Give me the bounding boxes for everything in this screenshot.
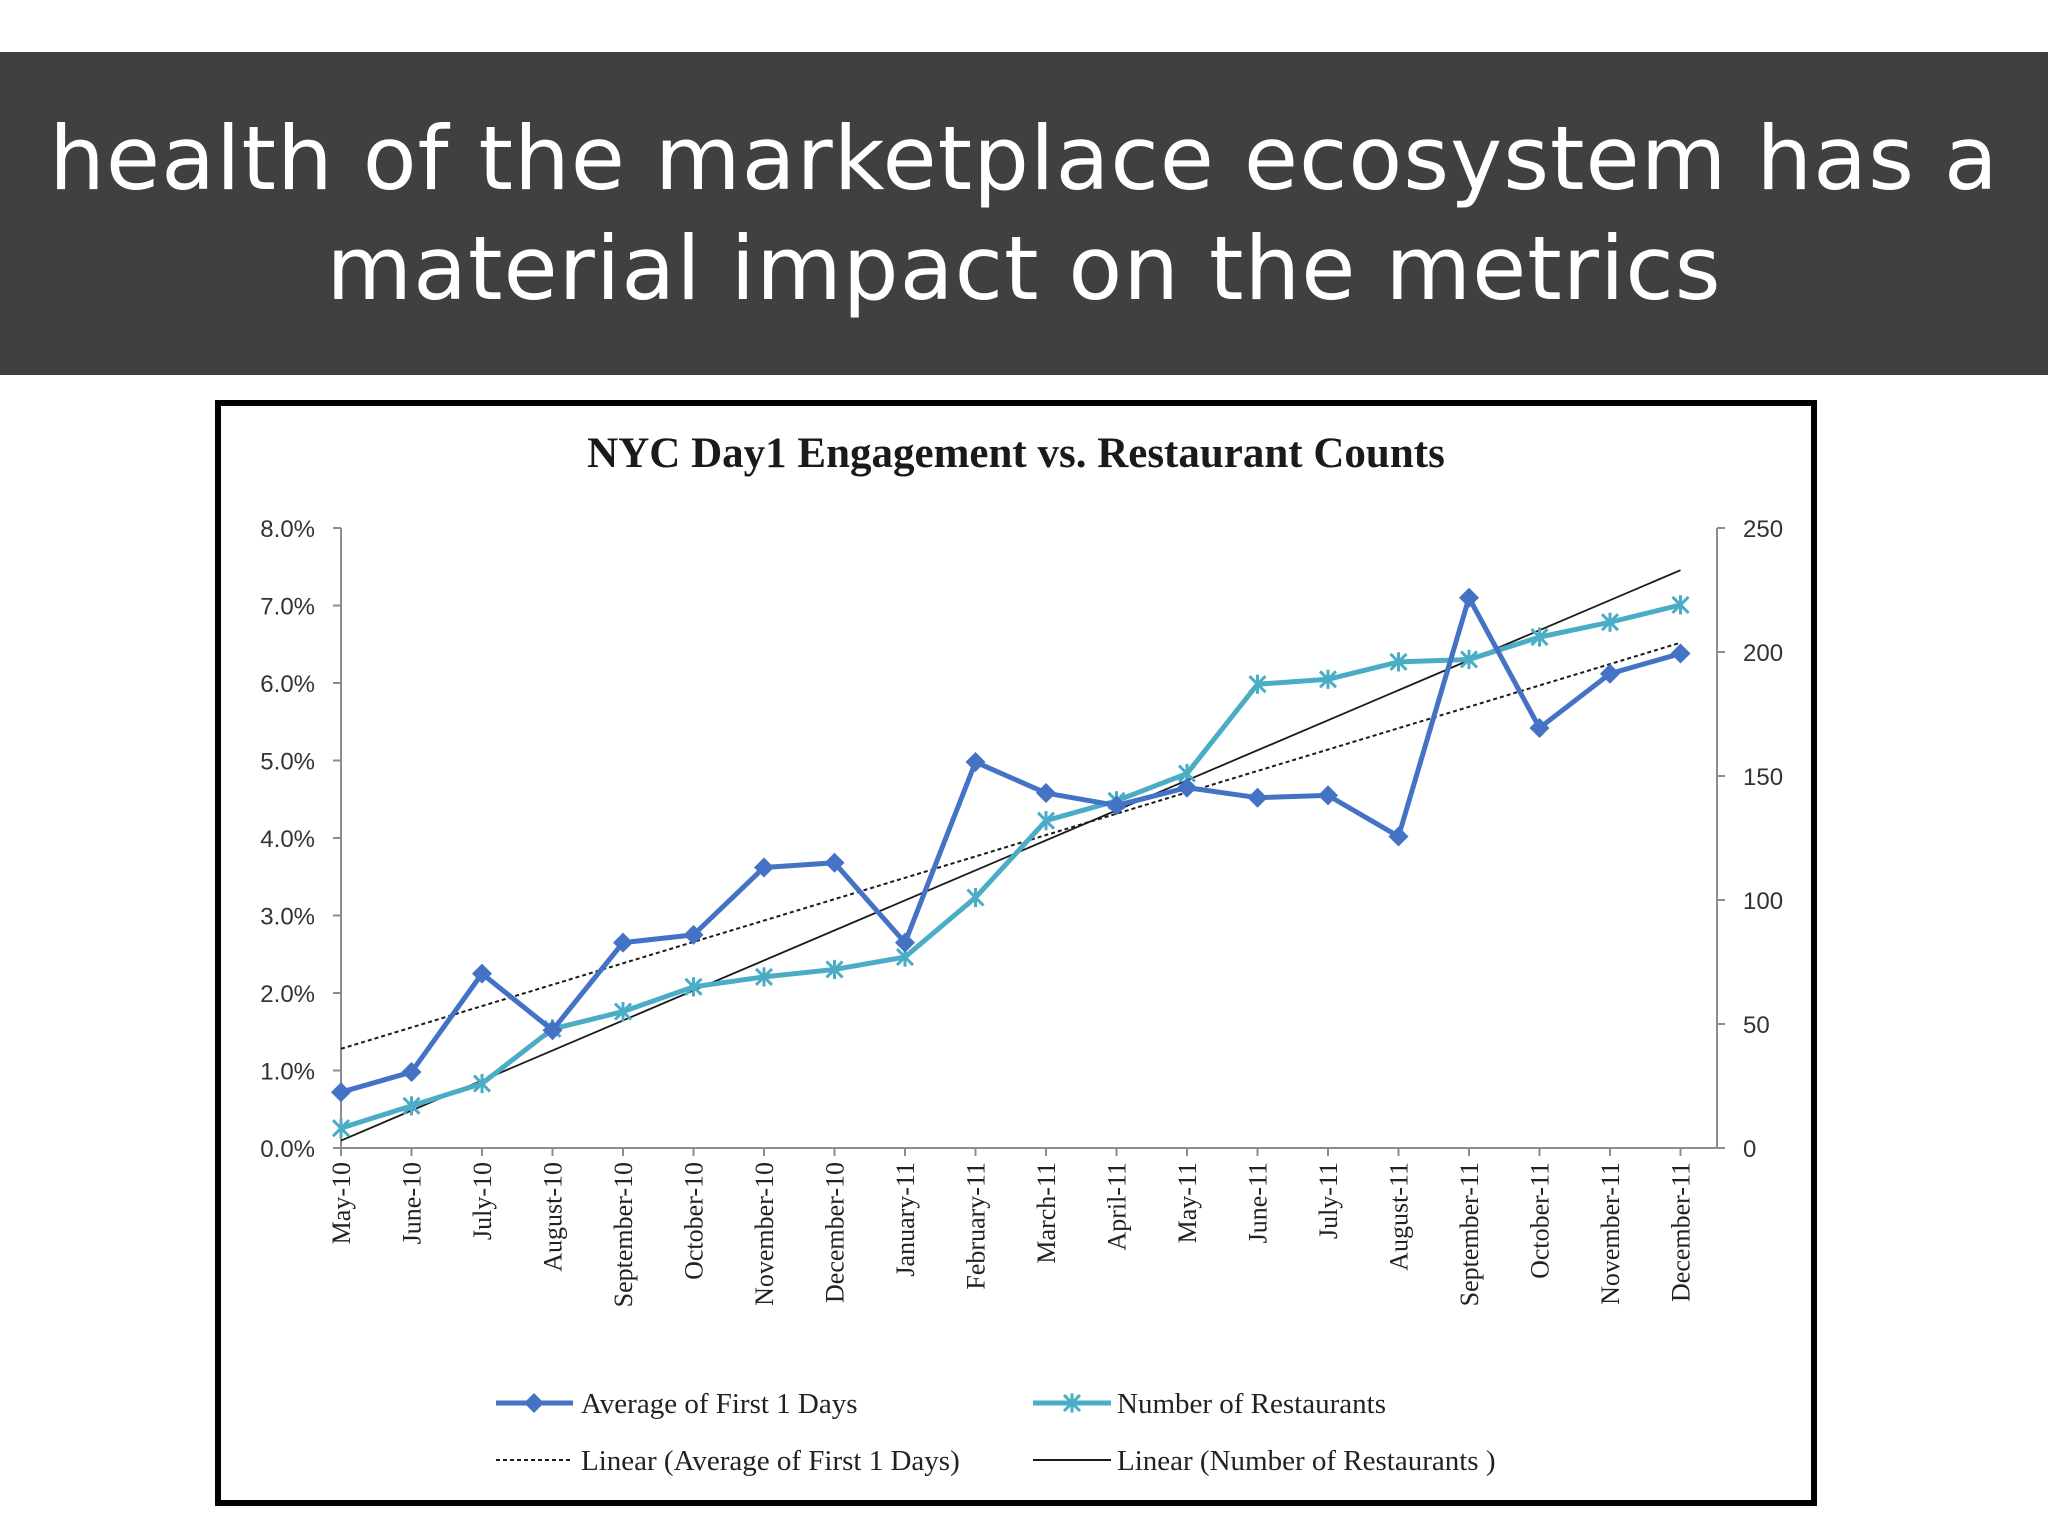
x-category-label: September-10 xyxy=(609,1162,638,1307)
average-point xyxy=(1670,643,1691,664)
y-left-tick-label: 4.0% xyxy=(260,826,315,853)
legend-restaurants-label: Number of Restaurants xyxy=(1117,1388,1386,1420)
y-right-tick-label: 50 xyxy=(1743,1012,1770,1039)
restaurants-point xyxy=(1600,612,1620,632)
legend-average-marker xyxy=(524,1393,544,1413)
average-point xyxy=(472,963,492,984)
x-category-label: February-11 xyxy=(962,1162,991,1290)
x-category-label: June-11 xyxy=(1244,1162,1273,1243)
x-category-label: May-11 xyxy=(1173,1162,1202,1243)
y-right-tick-label: 250 xyxy=(1743,516,1783,543)
x-category-label: July-10 xyxy=(468,1162,497,1240)
average-point xyxy=(331,1082,351,1103)
slide-title-line-2: material impact on the metrics xyxy=(326,216,1722,320)
y-right-tick-label: 0 xyxy=(1743,1136,1756,1163)
average-point xyxy=(1529,717,1550,738)
series-line-average xyxy=(340,595,1682,1095)
restaurants-point xyxy=(825,959,844,980)
slide-title-banner: health of the marketplace ecosystem has … xyxy=(0,52,2048,375)
x-category-label: September-11 xyxy=(1455,1162,1484,1306)
chart-title: NYC Day1 Engagement vs. Restaurant Count… xyxy=(587,430,1445,477)
x-category-label: June-10 xyxy=(398,1162,427,1244)
average-point xyxy=(1388,826,1409,847)
y-left-tick-label: 1.0% xyxy=(260,1059,315,1086)
restaurants-point xyxy=(1671,595,1690,615)
average-point xyxy=(1318,785,1338,806)
y-right-tick-label: 150 xyxy=(1743,764,1783,791)
average-point xyxy=(824,852,845,873)
average-point xyxy=(895,932,915,953)
legend: Average of First 1 Days Number of Restaur… xyxy=(496,1388,1495,1477)
y-left-tick-label: 7.0% xyxy=(260,594,315,621)
restaurants-point xyxy=(1389,652,1408,672)
chart-axes: 0.0% 1.0% 2.0% 3.0% 4.0% 5.0% 6.0% 7.0% 8.0% 0 50 1… xyxy=(260,516,1783,1307)
y-left-tick-label: 2.0% xyxy=(260,981,315,1008)
average-point xyxy=(1459,587,1479,608)
trendlines xyxy=(340,569,1681,1142)
restaurants-point xyxy=(966,887,985,908)
x-category-label: November-11 xyxy=(1596,1162,1625,1305)
y-right-tick-label: 200 xyxy=(1743,640,1783,667)
x-category-label: July-11 xyxy=(1314,1162,1343,1239)
average-point xyxy=(613,932,633,953)
x-category-label: December-11 xyxy=(1667,1162,1696,1302)
x-category-label: December-10 xyxy=(821,1162,850,1303)
y-left-tick-label: 3.0% xyxy=(260,904,315,931)
series-line-restaurants xyxy=(340,602,1682,1131)
average-point xyxy=(683,924,704,945)
restaurants-point xyxy=(754,967,774,987)
legend-trend-average-label: Linear (Average of First 1 Days) xyxy=(581,1445,960,1477)
y-left-tick-label: 6.0% xyxy=(260,671,315,698)
average-point xyxy=(401,1062,422,1083)
average-point xyxy=(1036,783,1056,804)
average-point xyxy=(1247,787,1268,808)
average-point xyxy=(1177,777,1197,798)
slide-title-line-1: health of the marketplace ecosystem has … xyxy=(49,106,1999,210)
restaurants-point xyxy=(613,1002,633,1022)
restaurants-point xyxy=(1459,649,1479,670)
legend-restaurants-marker xyxy=(1062,1393,1082,1413)
restaurants-point xyxy=(1248,674,1267,694)
restaurants-point xyxy=(1036,811,1056,831)
trendline-restaurants xyxy=(340,569,1681,1142)
engagement-chart: NYC Day1 Engagement vs. Restaurant Count… xyxy=(260,430,1783,1477)
x-category-label: May-10 xyxy=(327,1162,356,1244)
average-point xyxy=(754,857,774,878)
x-category-label: January-11 xyxy=(891,1162,920,1277)
x-category-label: October-11 xyxy=(1526,1162,1555,1279)
restaurants-point xyxy=(402,1096,421,1116)
y-left-tick-label: 5.0% xyxy=(260,749,315,776)
trendline-average xyxy=(340,641,1681,1050)
y-left-tick-label: 8.0% xyxy=(260,516,315,543)
y-left-tick-label: 0.0% xyxy=(260,1136,315,1163)
legend-trend-restaurants-label: Linear (Number of Restaurants ) xyxy=(1117,1445,1495,1477)
average-point xyxy=(965,752,986,773)
restaurants-point xyxy=(1318,669,1338,689)
x-category-label: August-11 xyxy=(1385,1162,1414,1271)
average-point xyxy=(1600,663,1620,684)
x-category-label: April-11 xyxy=(1103,1162,1132,1251)
average-point xyxy=(1106,795,1127,816)
x-category-label: March-11 xyxy=(1032,1162,1061,1264)
x-category-label: October-10 xyxy=(680,1162,709,1280)
restaurants-point xyxy=(1530,627,1549,647)
restaurants-point xyxy=(684,977,703,997)
chart-frame: NYC Day1 Engagement vs. Restaurant Count… xyxy=(215,400,1817,1506)
series-group xyxy=(331,587,1691,1138)
restaurants-point xyxy=(331,1118,351,1138)
legend-average-label: Average of First 1 Days xyxy=(581,1388,858,1420)
x-category-label: August-10 xyxy=(539,1162,568,1272)
x-category-label: November-10 xyxy=(750,1162,779,1306)
restaurants-point xyxy=(472,1073,492,1094)
y-right-tick-label: 100 xyxy=(1743,888,1783,915)
